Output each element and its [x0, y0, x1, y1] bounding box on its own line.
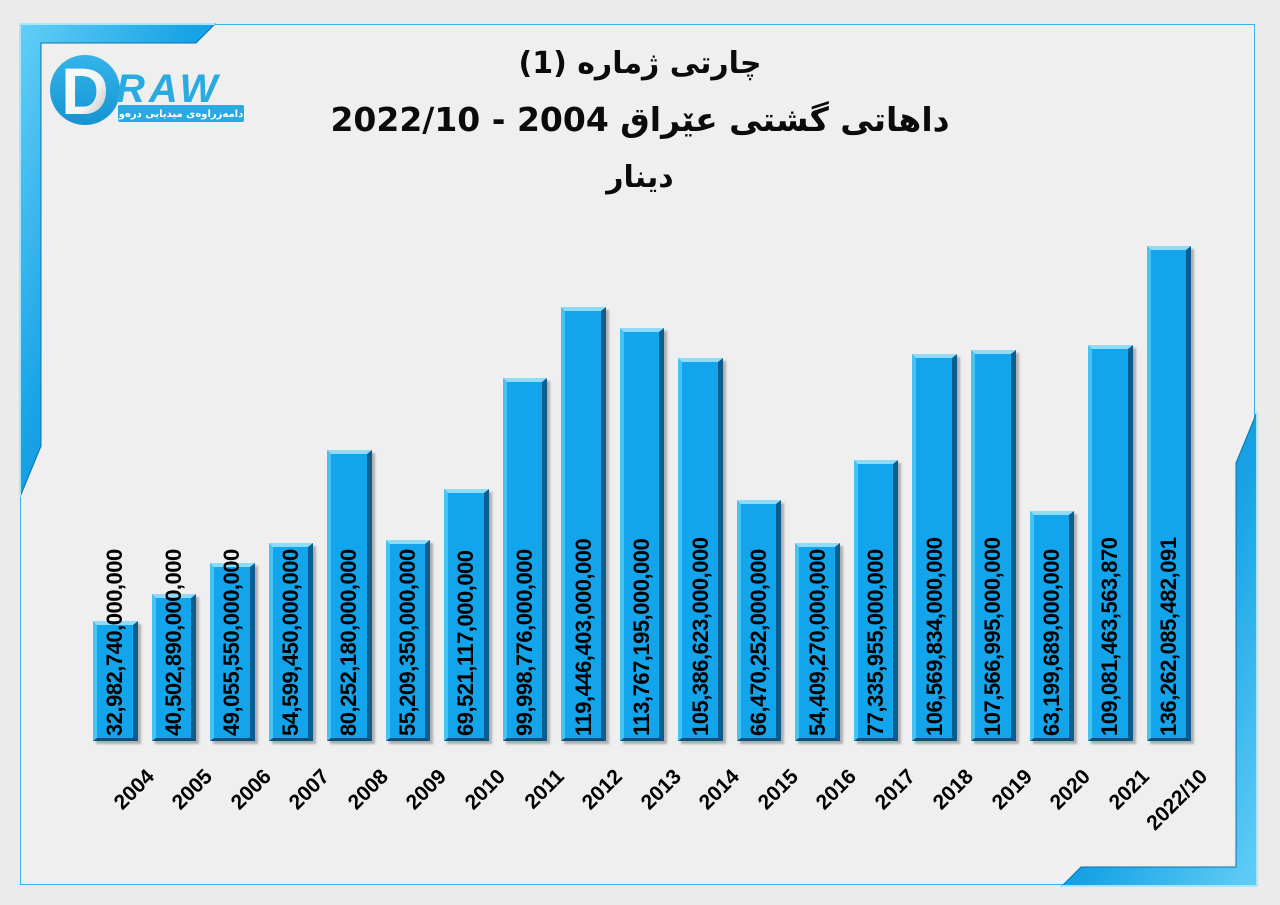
bar-slot: 32,982,740,000,000 2004 [86, 200, 159, 814]
bar [1088, 344, 1133, 741]
chart-title-unit: دینار [606, 160, 674, 195]
bar [93, 621, 138, 741]
bar-slot: 77,335,955,000,000 2017 [847, 200, 920, 814]
bar-value-label: 49,055,550,000,000 [219, 549, 245, 736]
bar [736, 499, 782, 741]
bar [327, 449, 372, 741]
bar-slot: 80,252,180,000,000 2008 [320, 200, 393, 814]
bar-slot: 54,599,450,000,000 2007 [262, 200, 334, 814]
bar-value-label: 99,998,776,000,000 [511, 549, 537, 736]
bar [1029, 511, 1075, 741]
bar-value-label: 69,521,117,000,000 [453, 550, 479, 736]
bar [678, 358, 723, 741]
logo-circle [50, 55, 120, 125]
bar [970, 350, 1016, 741]
bar [912, 353, 957, 741]
bar-value-label: 32,982,740,000,000 [102, 549, 128, 736]
bar [795, 543, 840, 741]
bar-slot: 54,409,270,000,000 2016 [788, 200, 861, 814]
bar-slot: 55,209,350,000,000 2009 [379, 200, 451, 814]
logo-brand-text: RAW [116, 67, 221, 111]
bar [385, 540, 431, 741]
bar-slot: 63,199,689,000,000 2020 [1023, 200, 1095, 814]
bar [151, 593, 197, 741]
bar [444, 488, 489, 741]
bar-value-label: 107,566,995,000,000 [980, 537, 1006, 736]
bar-value-label: 106,569,834,000,000 [921, 537, 947, 736]
bar-slot: 49,055,550,000,000 2006 [203, 200, 276, 814]
bar-value-label: 77,335,955,000,000 [863, 549, 889, 736]
bar-slot: 69,521,117,000,000 2010 [437, 200, 510, 814]
bar-value-label: 113,767,195,000,000 [629, 538, 655, 736]
logo-letter-d: D [61, 54, 109, 128]
bar-value-label: 54,599,450,000,000 [277, 549, 303, 736]
logo-ribbon [118, 105, 244, 122]
bar [561, 307, 606, 741]
bar-value-label: 40,502,890,000,000 [160, 549, 186, 736]
bar-slot: 105,386,623,000,000 2014 [671, 200, 744, 814]
logo-tagline: دامەزراوەی میدیایی درەو [118, 109, 243, 120]
bar-slot: 99,998,776,000,000 2011 [496, 200, 569, 813]
bar-value-label: 136,262,085,482,091 [1155, 537, 1181, 736]
bar-slot: 40,502,890,000,000 2005 [145, 200, 217, 814]
chart-title-line1: چارتی ژمارە (1) [518, 46, 762, 81]
bar [1146, 246, 1192, 741]
bar-slot: 106,569,834,000,000 2018 [905, 200, 978, 814]
bar-value-label: 80,252,180,000,000 [336, 549, 362, 736]
bar-slot: 109,081,463,563,870 2021 [1081, 200, 1154, 814]
bar-value-label: 109,081,463,563,870 [1097, 537, 1123, 736]
bar-value-label: 66,470,252,000,000 [746, 549, 772, 736]
bar-slot: 136,262,085,482,091 2022/10 [1140, 200, 1212, 835]
bar [268, 542, 314, 741]
bar [210, 562, 255, 741]
bar-value-label: 55,209,350,000,000 [394, 549, 420, 736]
draw-logo: D RAW دامەزراوەی میدیایی درەو [50, 54, 244, 128]
bar-value-label: 105,386,623,000,000 [687, 537, 713, 736]
bar-slot: 107,566,995,000,000 2019 [964, 200, 1037, 814]
bar-slot: 119,446,403,000,000 2012 [554, 200, 627, 814]
bar-value-label: 54,409,270,000,000 [804, 549, 830, 736]
bar-value-label: 63,199,689,000,000 [1038, 549, 1064, 736]
bar [502, 377, 548, 741]
bar [853, 460, 899, 741]
bar [619, 327, 665, 741]
chart-title-line2: داهاتی گشتی عێراق 2004 - 2022/10 [330, 100, 950, 139]
bar-value-label: 119,446,403,000,000 [570, 538, 596, 736]
bar-slot: 113,767,195,000,000 2013 [613, 200, 686, 814]
bar-slot: 66,470,252,000,000 2015 [730, 200, 803, 814]
bar-chart: 32,982,740,000,000 2004 40,502,890,000,000… [86, 200, 1212, 835]
